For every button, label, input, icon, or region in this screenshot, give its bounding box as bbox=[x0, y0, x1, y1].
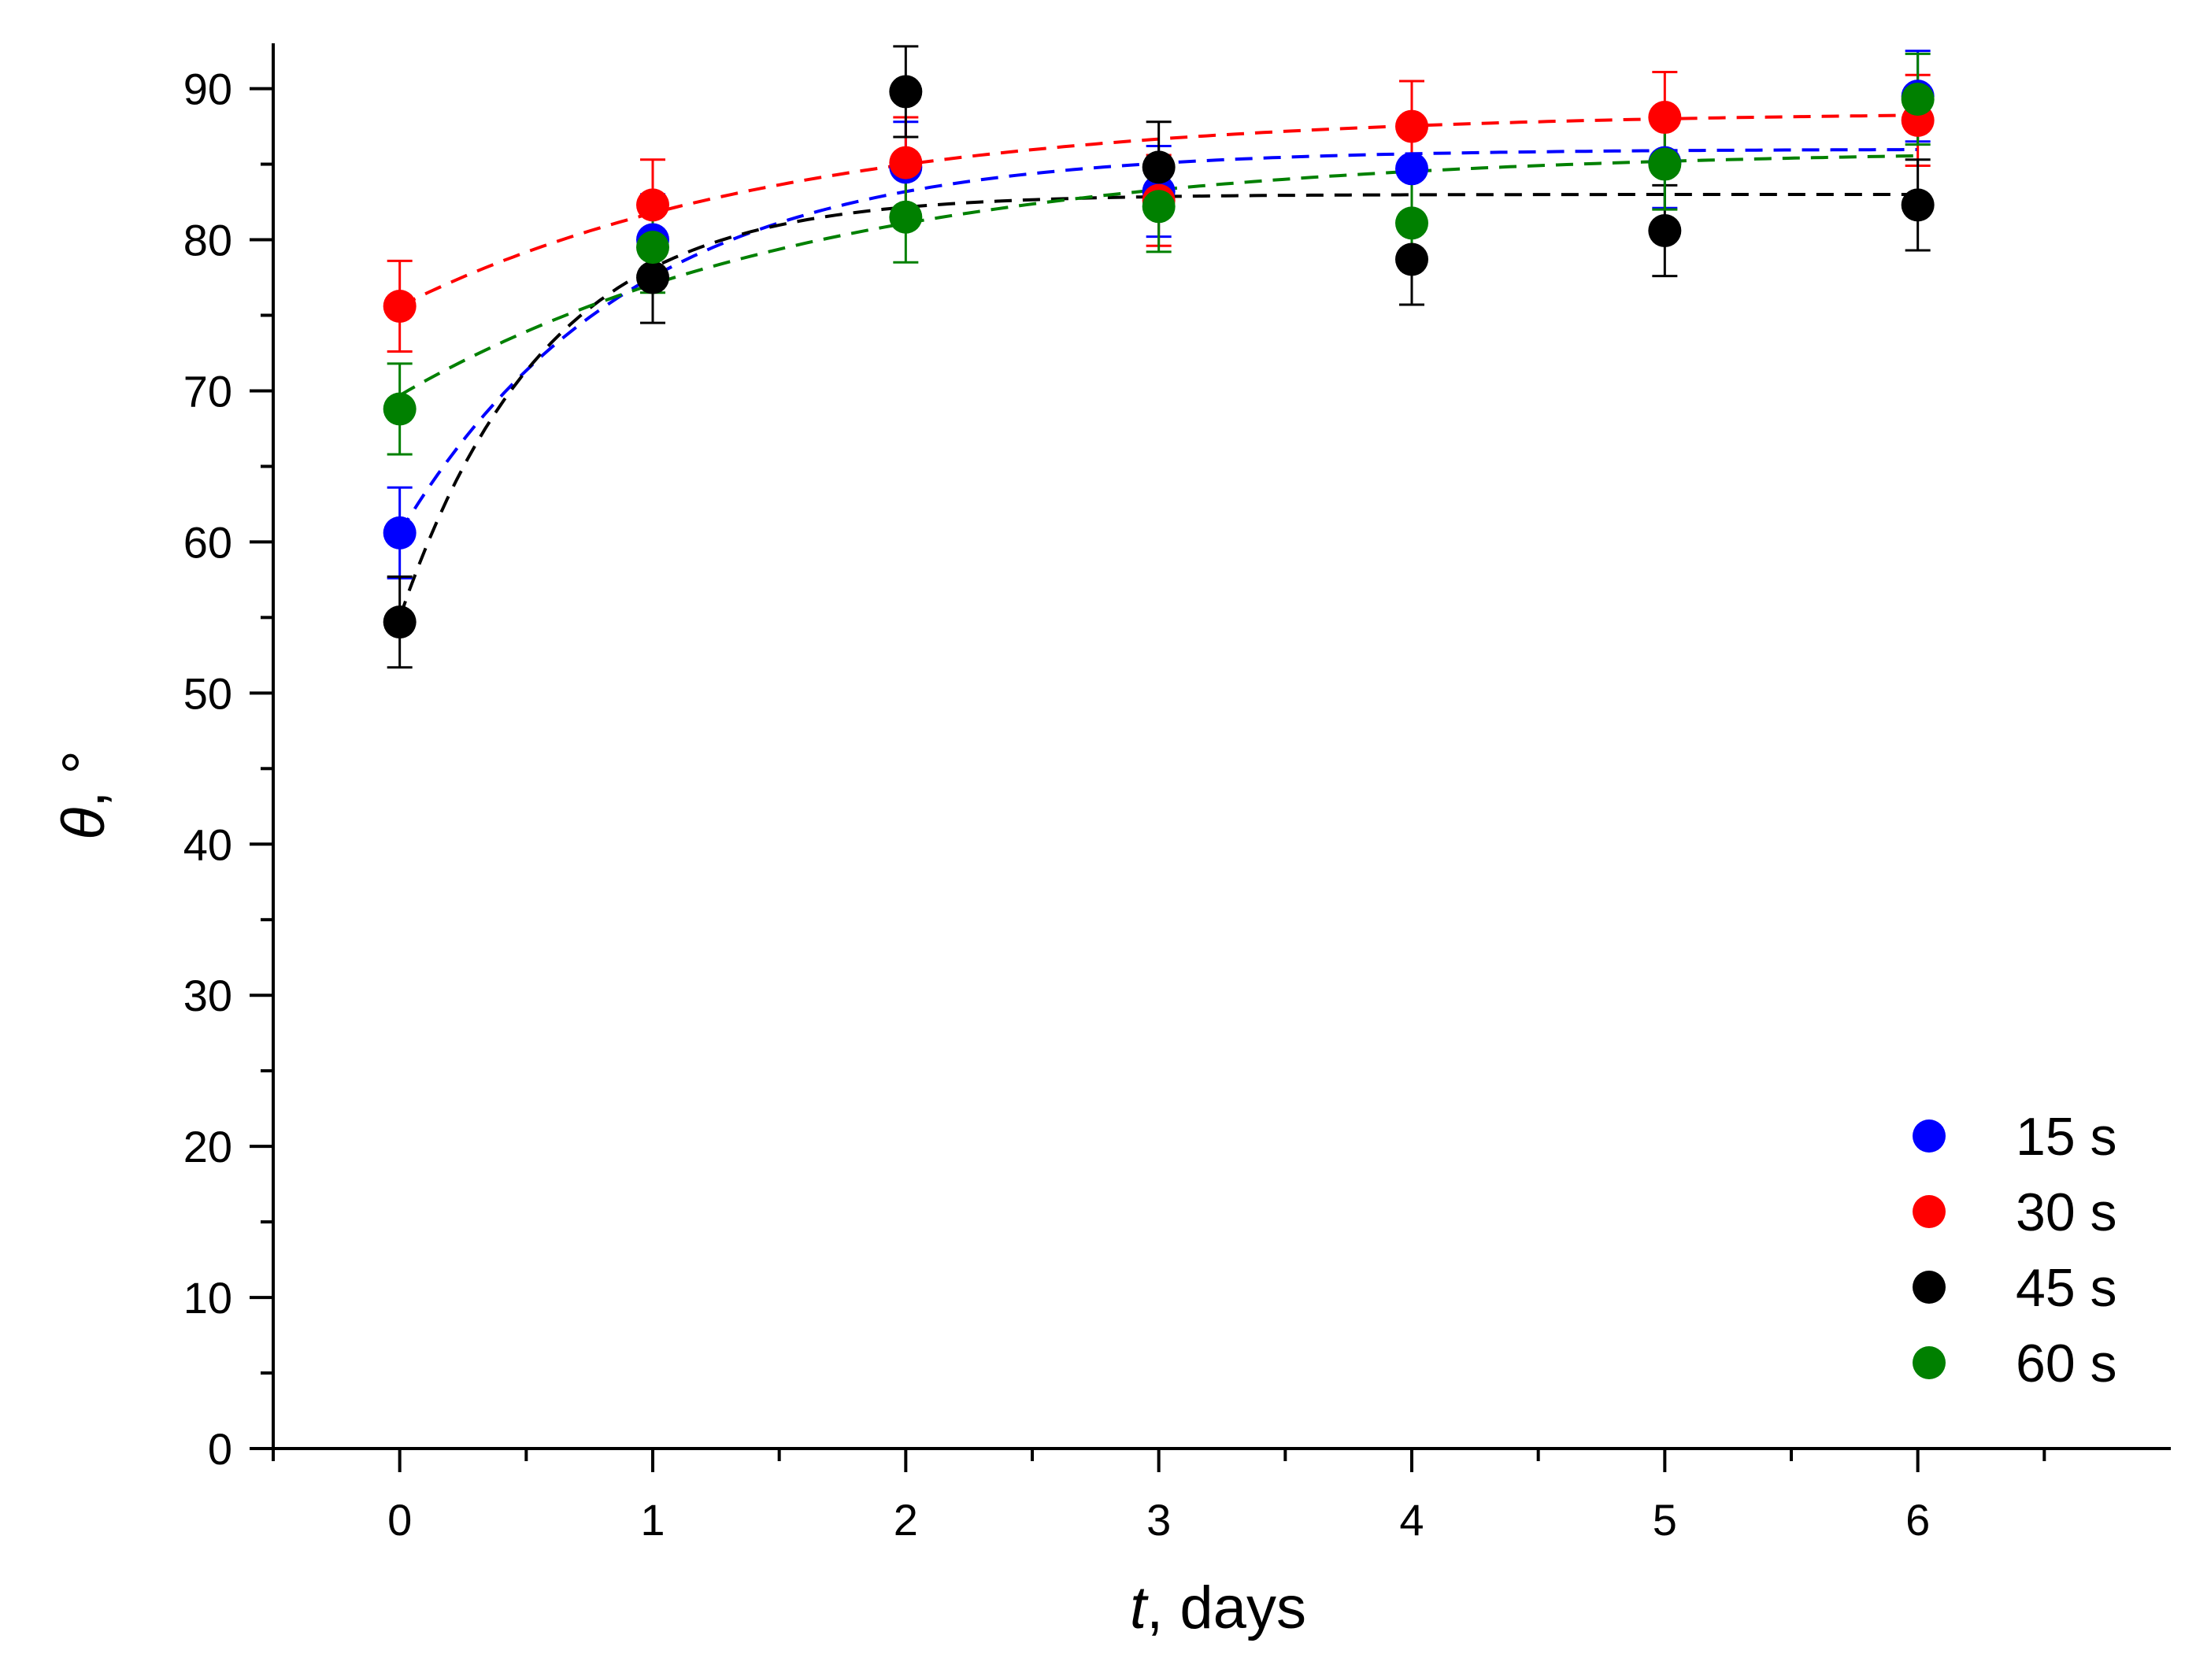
y-tick-label: 0 bbox=[208, 1424, 232, 1474]
x-tick-label: 2 bbox=[894, 1495, 918, 1545]
x-axis-title-unit: , days bbox=[1146, 1575, 1306, 1641]
x-tick-label: 5 bbox=[1653, 1495, 1677, 1545]
data-point-series-3 bbox=[1648, 147, 1682, 181]
data-point-series-3 bbox=[1901, 83, 1935, 117]
legend: 15 s 30 s 45 s 60 s bbox=[1913, 1107, 2117, 1393]
data-point-series-0 bbox=[383, 516, 417, 550]
x-tick-label: 6 bbox=[1905, 1495, 1930, 1545]
data-point-series-2 bbox=[383, 605, 417, 639]
data-point-series-1 bbox=[636, 188, 669, 222]
legend-marker-3 bbox=[1913, 1346, 1946, 1379]
legend-marker-0 bbox=[1913, 1119, 1946, 1153]
legend-marker-2 bbox=[1913, 1271, 1946, 1304]
data-point-series-2 bbox=[1395, 242, 1428, 276]
y-tick-label: 60 bbox=[183, 517, 232, 567]
x-tick-label: 4 bbox=[1399, 1495, 1424, 1545]
y-axis-title-unit: , ° bbox=[50, 750, 117, 808]
data-point-series-3 bbox=[889, 200, 923, 234]
tick-labels: 0 10 20 30 40 50 60 70 80 90 0 1 2 3 4 5 6 bbox=[183, 65, 1931, 1545]
y-tick-label: 40 bbox=[183, 820, 232, 869]
y-tick-label: 10 bbox=[183, 1273, 232, 1323]
data-point-series-2 bbox=[1648, 214, 1682, 247]
y-axis-title: θ, ° bbox=[50, 750, 117, 840]
legend-label-3: 60 s bbox=[2016, 1334, 2117, 1393]
data-point-series-0 bbox=[1395, 152, 1428, 186]
data-point-series-1 bbox=[889, 146, 923, 179]
x-tick-label: 3 bbox=[1146, 1495, 1171, 1545]
axes bbox=[250, 43, 2171, 1472]
data-point-series-3 bbox=[1142, 190, 1176, 224]
y-tick-label: 80 bbox=[183, 216, 232, 265]
x-axis-title: t, days bbox=[1130, 1575, 1306, 1641]
data-point-series-2 bbox=[636, 261, 669, 294]
y-tick-label: 90 bbox=[183, 65, 232, 114]
y-axis-title-variable: θ bbox=[50, 808, 117, 840]
data-point-series-2 bbox=[1142, 150, 1176, 184]
y-tick-label: 70 bbox=[183, 366, 232, 416]
axis-titles: t, days θ, ° bbox=[50, 750, 1306, 1641]
data-point-series-3 bbox=[636, 231, 669, 265]
data-point-series-3 bbox=[1395, 206, 1428, 240]
x-tick-label: 0 bbox=[387, 1495, 412, 1545]
data-points bbox=[383, 75, 1935, 639]
y-tick-label: 30 bbox=[183, 971, 232, 1020]
legend-label-1: 30 s bbox=[2016, 1182, 2117, 1242]
data-point-series-1 bbox=[1395, 109, 1428, 143]
legend-label-2: 45 s bbox=[2016, 1258, 2117, 1318]
x-axis-title-variable: t bbox=[1130, 1575, 1149, 1641]
y-tick-label: 20 bbox=[183, 1122, 232, 1171]
error-bars bbox=[387, 45, 1931, 669]
data-point-series-2 bbox=[889, 75, 923, 109]
x-tick-label: 1 bbox=[640, 1495, 665, 1545]
fit-curve-2 bbox=[398, 193, 1918, 619]
legend-marker-1 bbox=[1913, 1195, 1946, 1228]
data-point-series-1 bbox=[1648, 101, 1682, 135]
data-point-series-2 bbox=[1901, 188, 1935, 222]
y-tick-label: 50 bbox=[183, 668, 232, 718]
data-point-series-3 bbox=[383, 392, 417, 426]
data-point-series-1 bbox=[383, 289, 417, 323]
legend-label-0: 15 s bbox=[2016, 1107, 2117, 1167]
